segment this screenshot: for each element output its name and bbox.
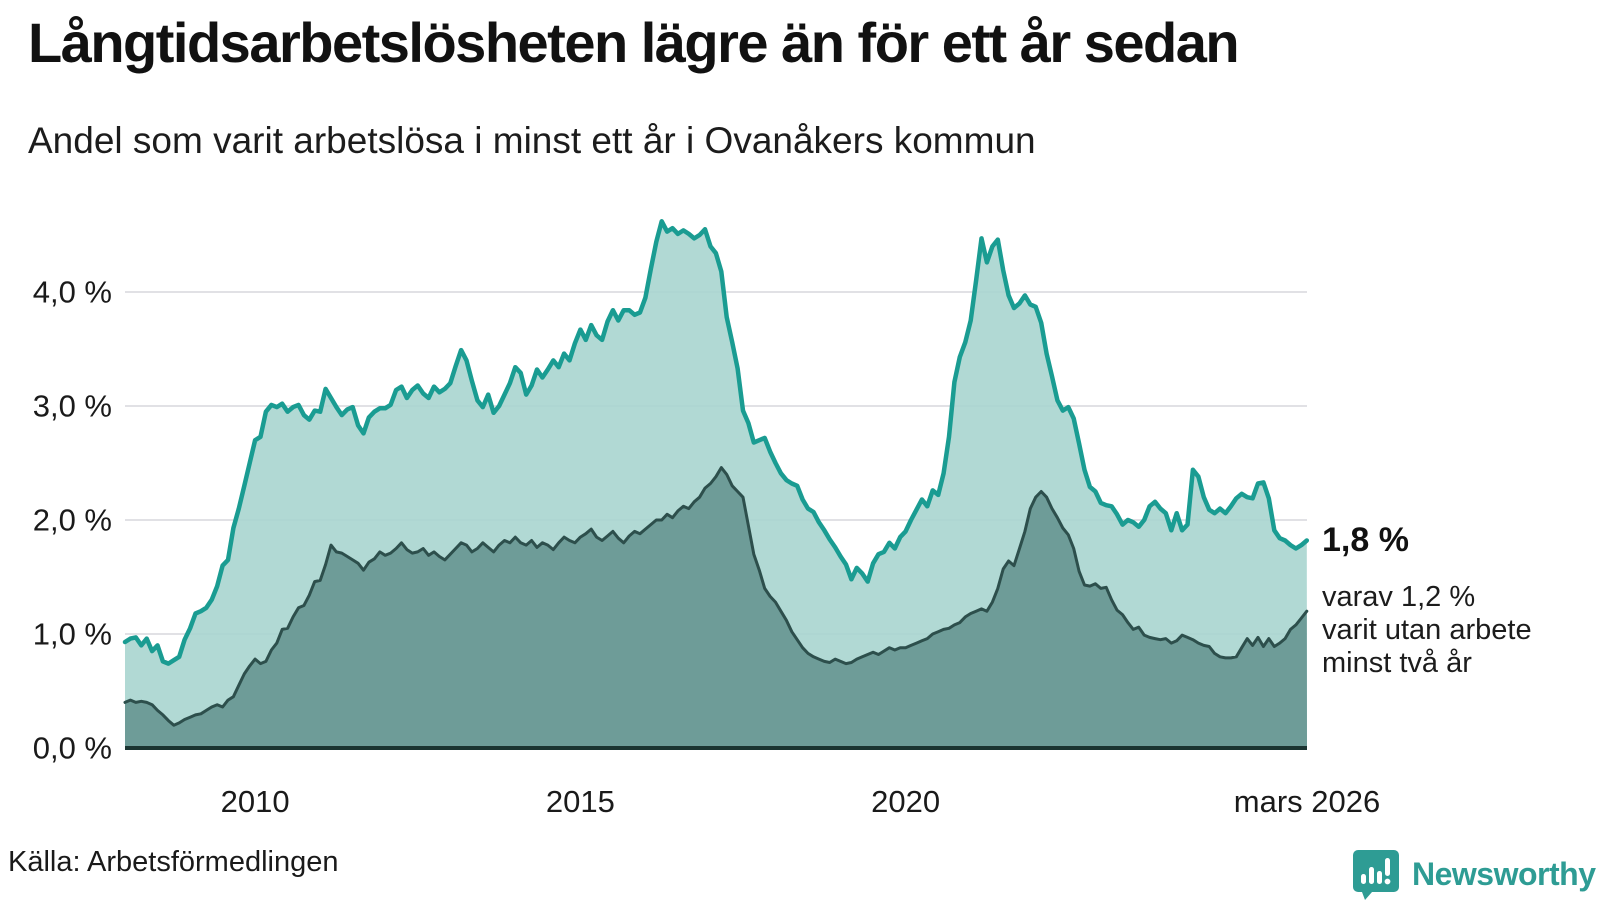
area-minst-tva-ar	[125, 467, 1307, 748]
y-axis-tick-label: 1,0 %	[33, 617, 112, 652]
line-minst-tva-ar	[123, 466, 1309, 727]
newsworthy-branding: Newsworthy	[1352, 848, 1596, 900]
source-note: Källa: Arbetsförmedlingen	[8, 846, 339, 878]
latest-value-annotation: 1,8 % varav 1,2 % varit utan arbete mins…	[1322, 521, 1592, 680]
page-subtitle: Andel som varit arbetslösa i minst ett å…	[28, 120, 1036, 161]
detail-line: varit utan arbete	[1322, 614, 1532, 647]
y-axis-tick-label: 0,0 %	[33, 731, 112, 766]
x-axis-tick-label: 2010	[221, 784, 290, 819]
latest-value-detail: varav 1,2 % varit utan arbete minst två …	[1322, 581, 1592, 680]
latest-value-label: 1,8 %	[1322, 521, 1409, 559]
x-axis-tick-label: 2020	[871, 784, 940, 819]
page-title: Långtidsarbetslösheten lägre än för ett …	[28, 11, 1240, 74]
y-axis-tick-label: 2,0 %	[33, 503, 112, 538]
detail-line: varav 1,2 %	[1322, 581, 1476, 614]
y-axis-tick-label: 3,0 %	[33, 389, 112, 424]
line-minst-ett-ar	[122, 219, 1310, 666]
detail-line: minst två år	[1322, 647, 1472, 680]
x-axis-tick-label: mars 2026	[1234, 784, 1380, 819]
x-axis-tick-label: 2015	[546, 784, 615, 819]
newsworthy-logo-icon	[1353, 850, 1399, 900]
newsworthy-wordmark: Newsworthy	[1412, 855, 1596, 892]
y-axis-tick-label: 4,0 %	[33, 275, 112, 310]
